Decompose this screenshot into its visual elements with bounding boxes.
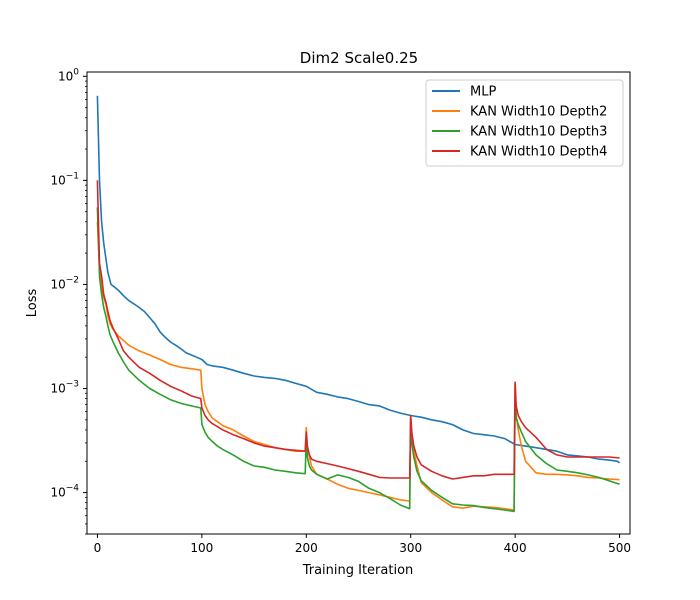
x-tick-label: 500: [608, 541, 631, 555]
y-tick-label: 10−2: [50, 275, 79, 291]
y-tick-label: 100: [58, 67, 79, 83]
y-tick-label: 10−3: [50, 380, 79, 396]
x-axis-label: Training Iteration: [302, 563, 414, 578]
x-tick-label: 0: [94, 541, 102, 555]
y-tick-label: 10−1: [50, 171, 79, 187]
x-tick-label: 400: [504, 541, 527, 555]
x-tick-label: 100: [190, 541, 213, 555]
legend-box: [425, 79, 624, 167]
chart-title: Dim2 Scale0.25: [300, 49, 418, 67]
y-axis-label: Loss: [25, 289, 40, 318]
legend-label-3: KAN Width10 Depth4: [470, 145, 607, 160]
legend: MLP KAN Width10 Depth2 KAN Width10 Depth3 K…: [425, 79, 624, 167]
legend-label-0: MLP: [470, 85, 496, 100]
series-line-2: [96, 207, 620, 513]
x-axis-ticks: 0 100 200 300 400 500: [94, 534, 631, 555]
x-tick-label: 300: [399, 541, 422, 555]
y-axis-ticks: 10−4 10−3 10−2 10−1 100: [50, 67, 87, 535]
legend-label-1: KAN Width10 Depth2: [470, 105, 607, 120]
y-tick-label: 10−4: [50, 484, 79, 500]
x-tick-label: 200: [295, 541, 318, 555]
legend-label-2: KAN Width10 Depth3: [470, 125, 607, 140]
series-line-3: [96, 180, 620, 480]
series-lines: [96, 95, 621, 513]
series-line-1: [96, 221, 620, 511]
plot-frame: [86, 71, 631, 535]
